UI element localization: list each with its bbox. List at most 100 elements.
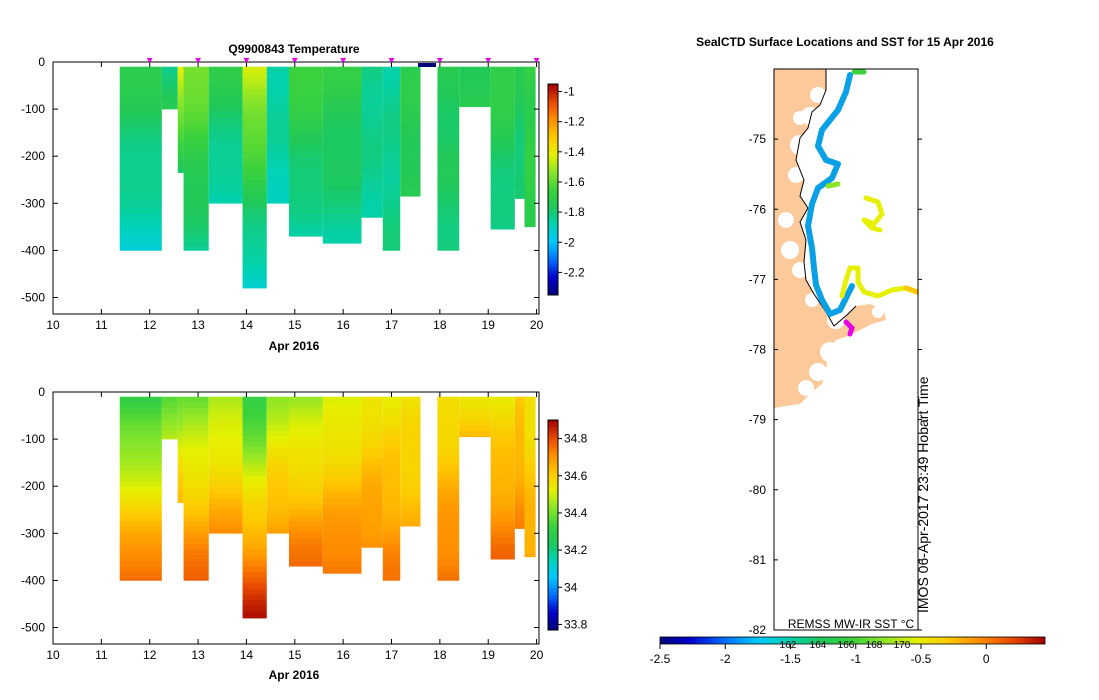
profile-cell	[490, 123, 515, 130]
profile-cell	[242, 526, 267, 533]
profile-cell	[361, 162, 383, 169]
profile-cell	[119, 521, 162, 528]
profile-cell	[183, 492, 209, 499]
profile-cell	[119, 213, 162, 220]
profile-cell	[490, 419, 515, 426]
map-content	[774, 69, 918, 630]
profile-cell	[266, 419, 289, 426]
colorbar-segment	[548, 291, 558, 296]
profile-cell	[382, 430, 401, 437]
profile-cell	[242, 419, 267, 426]
profile-cell	[183, 191, 209, 198]
profile-cell	[242, 224, 267, 231]
profile-cell	[514, 123, 525, 130]
profile-cell	[288, 157, 323, 164]
y-tick-label: -300	[21, 196, 45, 210]
colorbar-segment	[548, 542, 558, 547]
colorbar-segment	[548, 521, 558, 526]
profile-cell	[490, 470, 515, 477]
profile-cell	[161, 78, 178, 84]
profile-cell	[361, 89, 383, 96]
colorbar-segment	[548, 242, 558, 247]
profile-cell	[242, 275, 267, 282]
profile-cell	[361, 106, 383, 113]
profile-column	[524, 396, 536, 558]
temperature-x-ticks: 10 11 12 13 14 15 16 17 18 19 20	[46, 62, 544, 332]
profile-cell	[119, 89, 162, 96]
profile-cell	[183, 236, 209, 243]
profile-cell	[288, 123, 323, 130]
colorbar-segment	[548, 252, 558, 257]
profile-cell	[322, 419, 362, 426]
profile-cell	[490, 453, 515, 460]
sst-colorbar-label: REMSS MW-IR SST °C	[788, 617, 915, 631]
profile-cell	[119, 441, 162, 448]
profile-cell	[490, 424, 515, 431]
profile-cell	[119, 413, 162, 420]
profile-cell	[322, 487, 362, 494]
profile-marker	[291, 58, 298, 63]
profile-cell	[361, 447, 383, 454]
temperature-title: Q9900843 Temperature	[228, 42, 360, 56]
profile-cell	[242, 185, 267, 192]
profile-cell	[382, 174, 401, 181]
colorbar-segment	[548, 84, 558, 88]
profile-cell	[382, 571, 401, 578]
profile-cell	[183, 447, 209, 454]
colorbar-segment	[548, 171, 558, 176]
profile-cell	[119, 100, 162, 107]
colorbar-segment	[548, 605, 558, 610]
profile-cell	[490, 208, 515, 214]
colorbar-segment	[548, 161, 558, 166]
profile-column	[183, 396, 209, 581]
profile-cell	[361, 538, 383, 544]
colorbar-segment	[548, 609, 558, 613]
profile-cell	[208, 174, 243, 181]
profile-cell	[361, 509, 383, 516]
profile-cell	[266, 72, 289, 79]
profile-cell	[490, 549, 515, 556]
profile-cell	[288, 89, 323, 96]
sst-track-blue	[805, 72, 855, 317]
profile-cell	[183, 571, 209, 578]
colorbar-segment	[548, 619, 558, 624]
profile-cell	[208, 526, 243, 533]
profile-cell	[266, 174, 289, 181]
colorbar-segment	[548, 221, 558, 226]
profile-cell	[183, 208, 209, 214]
colorbar-segment	[548, 140, 558, 145]
profile-cell	[382, 396, 401, 403]
profile-cell	[524, 123, 536, 130]
profile-marker	[243, 58, 250, 63]
profile-cell	[177, 145, 184, 152]
profile-cell	[242, 264, 267, 271]
profile-cell	[183, 396, 209, 403]
profile-cell	[322, 504, 362, 511]
profile-cell	[514, 396, 525, 403]
colorbar-segment	[548, 574, 558, 578]
profile-cell	[524, 464, 536, 471]
profile-cell	[437, 509, 460, 516]
profile-cell	[361, 453, 383, 460]
profile-cell	[183, 408, 209, 414]
profile-cell	[288, 185, 323, 192]
profile-cell	[322, 94, 362, 101]
colorbar-tick-label: -1.6	[564, 175, 585, 189]
profile-cell	[288, 515, 323, 522]
profile-cell	[361, 134, 383, 141]
profile-cell	[177, 94, 184, 101]
profile-cell	[266, 492, 289, 499]
colorbar-segment	[548, 423, 558, 428]
profile-cell	[183, 145, 209, 152]
profile-cell	[514, 504, 525, 511]
profile-cell	[183, 560, 209, 567]
profile-cell	[490, 72, 515, 79]
colorbar-segment	[548, 581, 558, 585]
profile-cell	[400, 78, 421, 84]
profile-cell	[177, 83, 184, 90]
colorbar-segment	[548, 214, 558, 219]
profile-cell	[242, 83, 267, 90]
profile-cell	[242, 396, 267, 403]
profile-cell	[208, 117, 243, 124]
profile-cell	[161, 72, 178, 79]
